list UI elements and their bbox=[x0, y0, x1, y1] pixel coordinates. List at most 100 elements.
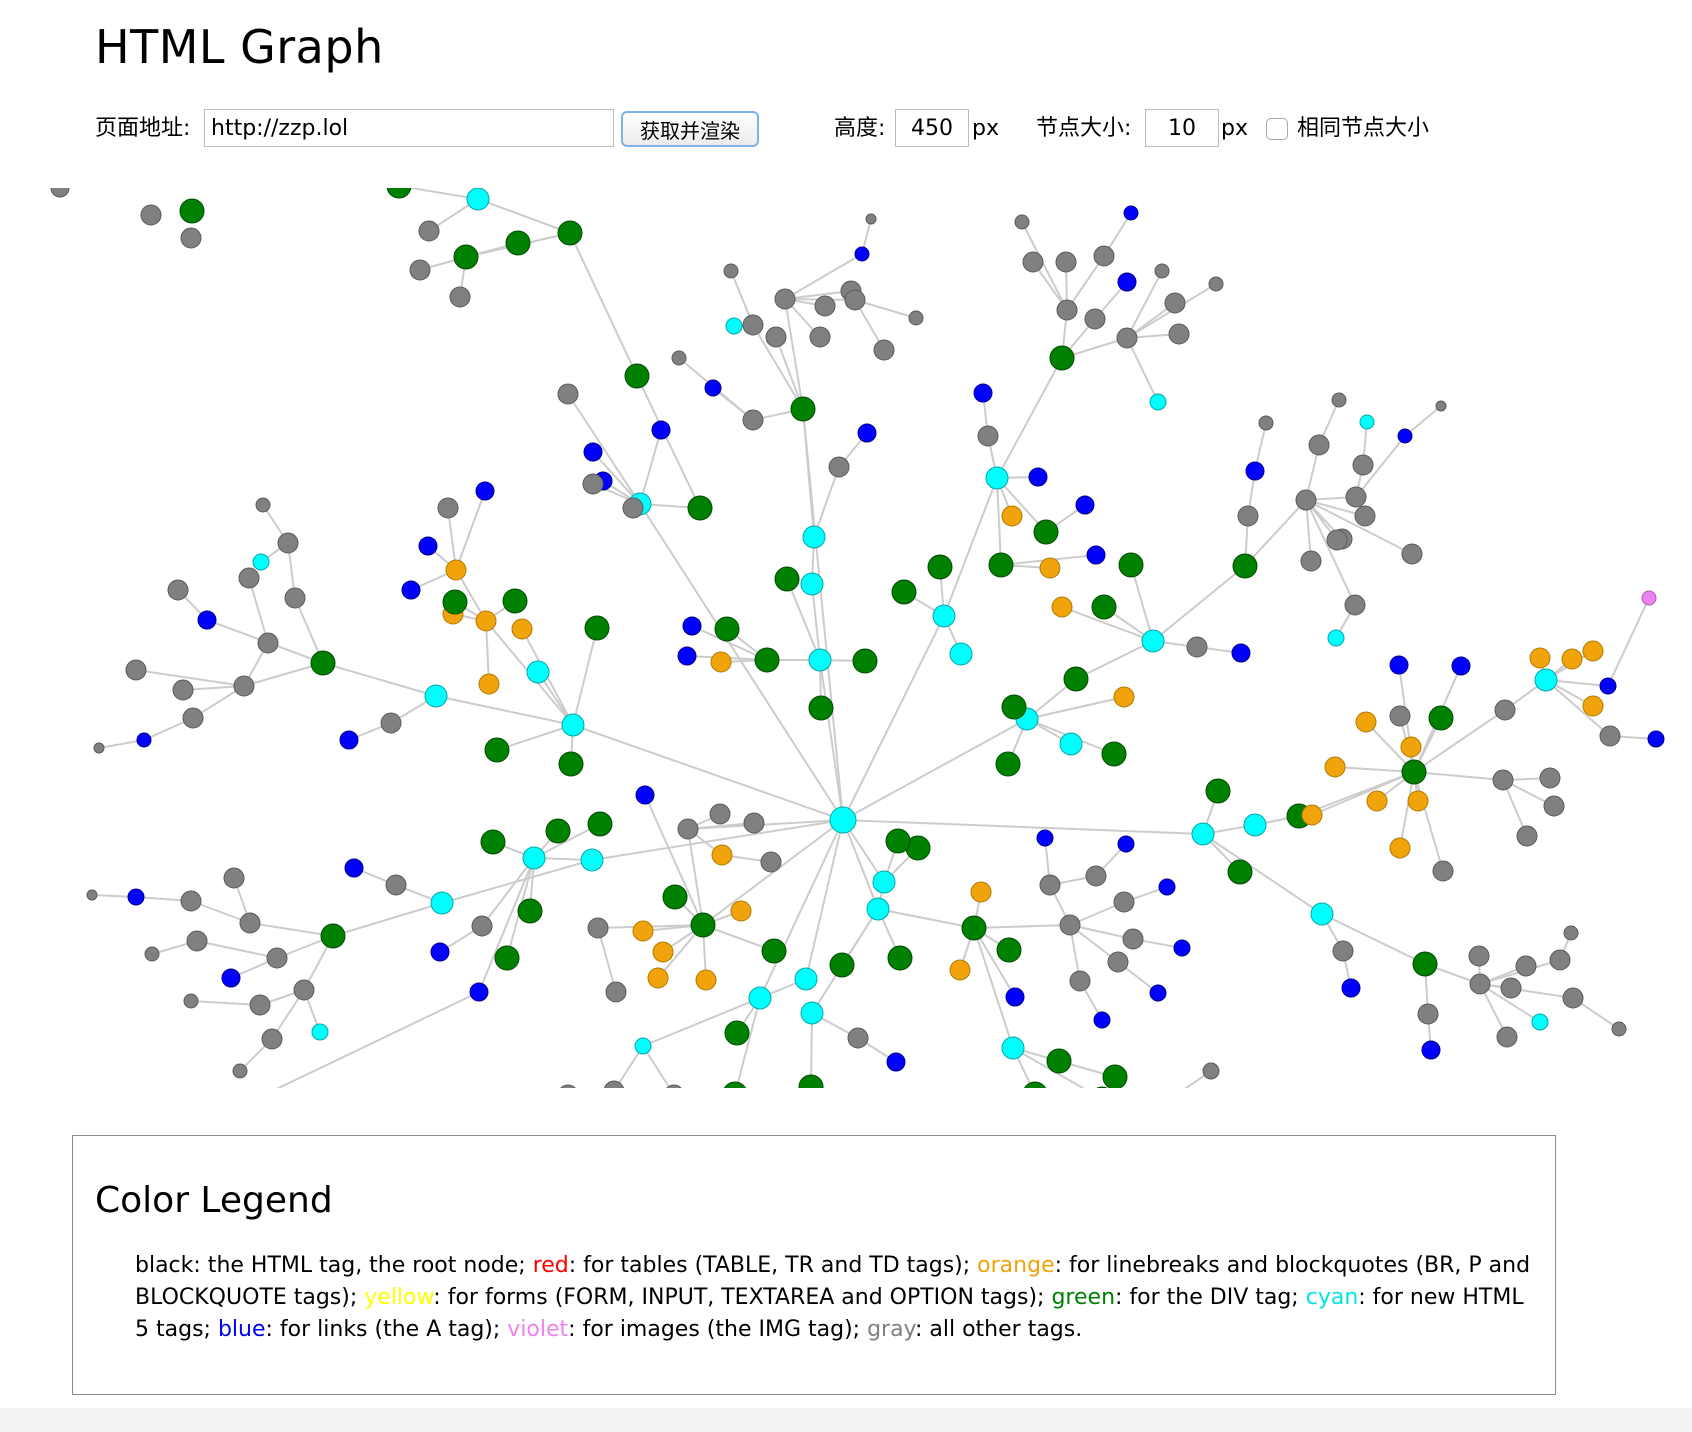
graph-node-blue[interactable] bbox=[127, 888, 145, 906]
graph-node-gray[interactable] bbox=[844, 289, 866, 311]
graph-node-cyan[interactable] bbox=[1141, 629, 1165, 653]
graph-node-gray[interactable] bbox=[223, 867, 245, 889]
graph-node-blue[interactable] bbox=[401, 580, 421, 600]
graph-node-gray[interactable] bbox=[1022, 251, 1044, 273]
graph-node-blue[interactable] bbox=[635, 785, 655, 805]
graph-node-blue[interactable] bbox=[1245, 461, 1265, 481]
graph-node-gray[interactable] bbox=[1186, 636, 1208, 658]
graph-node-gray[interactable] bbox=[172, 679, 194, 701]
graph-node-gray[interactable] bbox=[1611, 1021, 1627, 1037]
graph-node-blue[interactable] bbox=[886, 1052, 906, 1072]
graph-node-gray[interactable] bbox=[809, 326, 831, 348]
graph-node-blue[interactable] bbox=[1036, 829, 1054, 847]
graph-node-green[interactable] bbox=[1412, 951, 1438, 977]
graph-node-green[interactable] bbox=[386, 188, 412, 199]
graph-node-gray[interactable] bbox=[1516, 825, 1538, 847]
graph-node-gray[interactable] bbox=[582, 473, 604, 495]
graph-node-gray[interactable] bbox=[385, 874, 407, 896]
graph-node-gray[interactable] bbox=[1515, 955, 1537, 977]
graph-node-blue[interactable] bbox=[1341, 978, 1361, 998]
graph-node-cyan[interactable] bbox=[932, 604, 956, 628]
graph-node-gray[interactable] bbox=[238, 567, 260, 589]
graph-node-orange[interactable] bbox=[1582, 640, 1604, 662]
graph-node-blue[interactable] bbox=[221, 968, 241, 988]
graph-node-gray[interactable] bbox=[1014, 214, 1030, 230]
graph-node-green[interactable] bbox=[690, 912, 716, 938]
graph-node-blue[interactable] bbox=[1158, 878, 1176, 896]
graph-node-orange[interactable] bbox=[1400, 736, 1422, 758]
graph-node-gray[interactable] bbox=[167, 579, 189, 601]
graph-node-green[interactable] bbox=[1227, 859, 1253, 885]
graph-node-cyan[interactable] bbox=[949, 642, 973, 666]
graph-node-gray[interactable] bbox=[93, 742, 105, 754]
graph-node-blue[interactable] bbox=[1093, 1011, 1111, 1029]
graph-node-gray[interactable] bbox=[471, 915, 493, 937]
graph-node-green[interactable] bbox=[1102, 1064, 1128, 1088]
graph-node-green[interactable] bbox=[885, 828, 911, 854]
graph-node-gray[interactable] bbox=[709, 803, 731, 825]
graph-node-green[interactable] bbox=[1033, 519, 1059, 545]
graph-node-gray[interactable] bbox=[1432, 860, 1454, 882]
graph-node-gray[interactable] bbox=[622, 497, 644, 519]
graph-node-cyan[interactable] bbox=[430, 891, 454, 915]
graph-node-gray[interactable] bbox=[1300, 550, 1322, 572]
graph-node-green[interactable] bbox=[1118, 552, 1144, 578]
graph-node-green[interactable] bbox=[662, 884, 688, 910]
graph-node-blue[interactable] bbox=[651, 420, 671, 440]
graph-node-orange[interactable] bbox=[949, 959, 971, 981]
graph-node-gray[interactable] bbox=[277, 532, 299, 554]
graph-node-blue[interactable] bbox=[339, 730, 359, 750]
graph-node-green[interactable] bbox=[505, 230, 531, 256]
graph-node-gray[interactable] bbox=[1417, 1003, 1439, 1025]
graph-node-green[interactable] bbox=[714, 616, 740, 642]
graph-node-gray[interactable] bbox=[239, 912, 261, 934]
graph-node-green[interactable] bbox=[1428, 705, 1454, 731]
graph-node-gray[interactable] bbox=[255, 497, 271, 513]
graph-node-gray[interactable] bbox=[677, 818, 699, 840]
graph-node-green[interactable] bbox=[1101, 741, 1127, 767]
graph-node-blue[interactable] bbox=[1389, 655, 1409, 675]
graph-node-gray[interactable] bbox=[1059, 914, 1081, 936]
graph-node-gray[interactable] bbox=[1562, 987, 1584, 1009]
graph-node-orange[interactable] bbox=[695, 969, 717, 991]
graph-node-blue[interactable] bbox=[704, 379, 722, 397]
graph-node-gray[interactable] bbox=[180, 227, 202, 249]
graph-node-green[interactable] bbox=[624, 363, 650, 389]
same-size-checkbox[interactable] bbox=[1266, 118, 1288, 140]
graph-node-cyan[interactable] bbox=[725, 317, 743, 335]
graph-node-gray[interactable] bbox=[587, 917, 609, 939]
graph-node-blue[interactable] bbox=[1075, 495, 1095, 515]
graph-node-orange[interactable] bbox=[647, 967, 669, 989]
graph-node-orange[interactable] bbox=[475, 610, 497, 632]
graph-node-gray[interactable] bbox=[1295, 489, 1317, 511]
graph-node-orange[interactable] bbox=[1113, 686, 1135, 708]
graph-node-green[interactable] bbox=[761, 938, 787, 964]
graph-node-green[interactable] bbox=[558, 751, 584, 777]
graph-node-green[interactable] bbox=[754, 647, 780, 673]
graph-node-orange[interactable] bbox=[730, 900, 752, 922]
graph-node-gray[interactable] bbox=[1354, 505, 1376, 527]
graph-node-green[interactable] bbox=[988, 552, 1014, 578]
graph-node-blue[interactable] bbox=[854, 246, 870, 262]
graph-node-cyan[interactable] bbox=[748, 986, 772, 1010]
graph-node-green[interactable] bbox=[723, 1081, 747, 1088]
graph-node-green[interactable] bbox=[584, 615, 610, 641]
graph-node-orange[interactable] bbox=[1355, 711, 1377, 733]
graph-node-gray[interactable] bbox=[1116, 327, 1138, 349]
graph-node-gray[interactable] bbox=[1107, 951, 1129, 973]
graph-node-gray[interactable] bbox=[774, 288, 796, 310]
graph-node-gray[interactable] bbox=[1168, 323, 1190, 345]
graph-node-blue[interactable] bbox=[1647, 730, 1665, 748]
graph-node-cyan[interactable] bbox=[526, 660, 550, 684]
graph-node-green[interactable] bbox=[310, 650, 336, 676]
graph-node-gray[interactable] bbox=[1401, 543, 1423, 565]
graph-node-gray[interactable] bbox=[1085, 865, 1107, 887]
graph-node-orange[interactable] bbox=[1039, 557, 1061, 579]
graph-node-green[interactable] bbox=[1232, 553, 1258, 579]
graph-node-orange[interactable] bbox=[1366, 790, 1388, 812]
graph-node-orange[interactable] bbox=[970, 881, 992, 903]
graph-node-gray[interactable] bbox=[1039, 874, 1061, 896]
graph-node-gray[interactable] bbox=[1599, 725, 1621, 747]
graph-node-green[interactable] bbox=[545, 818, 571, 844]
graph-node-cyan[interactable] bbox=[1059, 732, 1083, 756]
